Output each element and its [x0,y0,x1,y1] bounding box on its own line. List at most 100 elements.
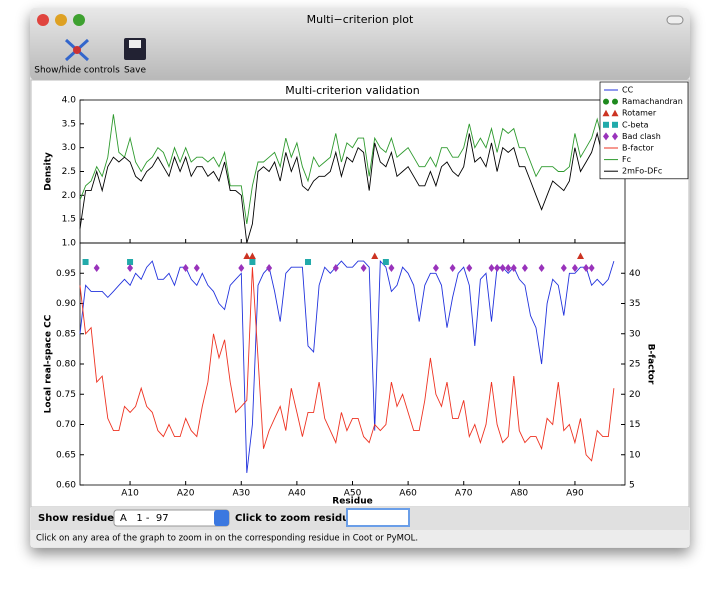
close-button[interactable] [37,14,49,26]
legend-label: C-beta [622,120,649,129]
y-tick-label: 0.60 [56,481,76,491]
marker-diamond [488,264,495,272]
marker-diamond [449,264,456,272]
y-tick-label: 0.75 [56,390,76,400]
marker-triangle [371,252,379,259]
marker-diamond [612,132,618,141]
x-tick-label: A70 [455,489,473,499]
y-axis-label: Density [44,152,54,191]
y-tick-label: 2.5 [62,167,76,177]
title-toolbar [30,8,690,80]
y-axis-label: Local real-space CC [44,314,54,413]
marker-triangle [611,109,619,117]
series-line [79,259,615,473]
x-tick-label: A50 [344,489,362,499]
toolbar-label: Save [124,66,147,76]
chart-title: Multi-criterion validation [285,84,420,97]
x-tick-label: A30 [232,489,250,499]
x-tick-label: A60 [399,489,417,499]
y-tick-label: 0.95 [56,269,76,279]
figure: Multi-criterion validation 1.0 1.5 2.0 2.5 3.… [44,81,689,507]
toolbar-button[interactable]: Show/hide controls [34,38,120,76]
marker-diamond [360,264,367,272]
marker-diamond [583,264,590,272]
y2-tick-label: 5 [629,481,635,491]
marker-diamond [266,264,273,272]
y-tick-label: 4.0 [62,96,77,106]
legend [599,81,689,180]
y-tick-label: 0.85 [56,329,76,339]
marker-diamond [560,264,567,272]
legend-label: Bad clash [622,132,661,141]
y-tick-label: 3.5 [62,119,76,129]
toolbar-label: Show/hide controls [34,66,120,76]
y-tick-label: 0.80 [56,360,76,370]
window-title: Multi−criterion plot [307,13,414,26]
y2-tick-label: 20 [629,390,641,400]
status-text: Click on any area of the graph to zoom i… [36,534,418,544]
x-tick-label: A80 [511,489,529,499]
marker-square [612,121,618,128]
marker-diamond [238,264,245,272]
marker-diamond [93,264,100,272]
save-icon-label [129,40,141,48]
zoom-button[interactable] [73,14,85,26]
marker-triangle [577,252,585,259]
marker-diamond [510,264,517,272]
marker-square [82,259,89,265]
marker-triangle [243,252,251,259]
toolbar-toggle[interactable] [666,15,684,25]
show-residues-label: Show residues: [38,513,124,524]
select-arrow [214,510,229,526]
marker-diamond [603,132,609,141]
residue-range: A 1 - 97 [120,513,169,524]
marker-diamond [494,264,501,272]
y2-tick-label: 35 [629,299,640,309]
legend-label: B-factor [622,144,655,153]
x-tick-label: A90 [566,489,584,499]
controls-icon-dot [73,46,81,54]
marker-diamond [588,264,595,272]
y2-tick-label: 30 [629,329,641,339]
y-tick-label: 1.5 [62,215,76,225]
y-tick-label: 2.0 [62,191,77,201]
legend-label: Fc [622,155,631,164]
y2-tick-label: 25 [629,360,640,370]
marker-square [127,259,134,265]
zoom-input[interactable] [346,508,410,527]
x-tick-label: A40 [288,489,306,499]
x-tick-label: A10 [121,489,139,499]
marker-diamond [432,264,439,272]
minimize-button[interactable] [55,14,67,26]
y2-tick-label: 15 [629,420,640,430]
marker-diamond [193,264,200,272]
y-tick-label: 0.70 [56,420,76,430]
marker-diamond [521,264,528,272]
x-axis-label: Residue [332,497,372,507]
marker-triangle [602,109,610,117]
y-tick-label: 3.0 [62,143,77,153]
legend-label: Rotamer [622,109,657,118]
marker-diamond [182,264,189,272]
marker-diamond [466,264,473,272]
legend-label: 2mFo-DFc [622,167,662,176]
marker-diamond [571,264,578,272]
plot-area[interactable] [30,79,690,508]
marker-square [305,259,312,265]
marker-circle [612,98,618,105]
marker-diamond [505,264,512,272]
toolbar-button[interactable]: Save [124,38,147,76]
series-line [79,114,615,224]
marker-diamond [332,264,339,272]
marker-diamond [388,264,395,272]
marker-square [603,121,609,128]
marker-square [382,259,389,265]
x-tick-label: A20 [177,489,195,499]
y2-tick-label: 40 [629,269,641,279]
marker-diamond [499,264,506,272]
y-tick-label: 0.90 [56,299,76,309]
legend-label: CC [622,86,634,95]
marker-circle [603,98,609,105]
